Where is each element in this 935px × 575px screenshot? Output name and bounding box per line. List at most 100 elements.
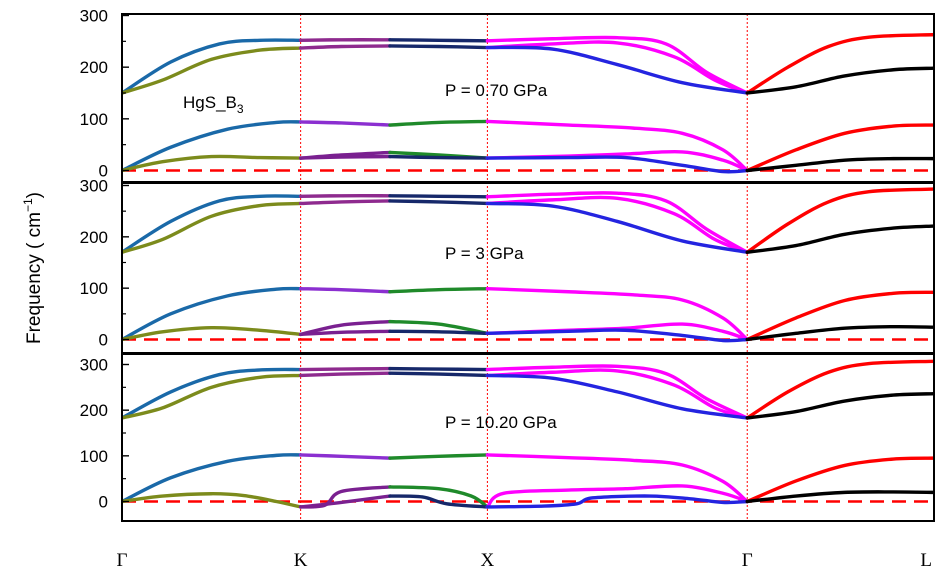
- pressure-label: P = 0.70 GPa: [445, 81, 548, 100]
- branches: [122, 32, 934, 174]
- y-tick-label: 200: [80, 228, 108, 247]
- branch-line: [298, 154, 392, 160]
- panel-2: 0 100 200 300: [80, 177, 934, 353]
- branch-line: [388, 154, 490, 160]
- branch-line: [745, 224, 934, 254]
- y-tick-label: 100: [80, 110, 108, 129]
- kpoint-label: Γ: [742, 550, 753, 571]
- branch-line: [388, 371, 490, 378]
- branch-line: [745, 392, 934, 420]
- y-axis-label: Frequency ( cm−1): [21, 192, 45, 344]
- branch-line: [388, 194, 490, 199]
- y-tick-label: 0: [99, 493, 108, 512]
- branch-line: [298, 286, 392, 294]
- branch-line: [485, 286, 749, 342]
- y-tick-label: 200: [80, 58, 108, 77]
- branch-line: [745, 324, 934, 342]
- pressure-label: P = 3 GPa: [445, 244, 524, 263]
- branch-line: [298, 44, 392, 50]
- y-tick-label: 100: [80, 279, 108, 298]
- branch-line: [485, 35, 749, 95]
- branch-line: [485, 328, 749, 343]
- branch-line: [122, 46, 303, 95]
- branch-line: [122, 154, 303, 173]
- branch-line: [122, 373, 303, 420]
- branch-line: [485, 494, 749, 509]
- branch-line: [388, 453, 490, 460]
- branch-line: [485, 201, 749, 254]
- branch-line: [298, 453, 392, 460]
- branch-line: [122, 325, 303, 342]
- pressure-label: P = 10.20 GPa: [445, 413, 557, 432]
- branch-line: [298, 319, 392, 337]
- branch-line: [745, 123, 934, 173]
- y-tick-label: 100: [80, 447, 108, 466]
- branch-line: [388, 199, 490, 206]
- branch-line: [388, 366, 490, 372]
- branch-line: [745, 456, 934, 504]
- branch-line: [485, 484, 749, 509]
- branch-line: [298, 194, 392, 198]
- branch-line: [122, 120, 303, 173]
- branch-line: [485, 45, 749, 95]
- branch-line: [298, 494, 392, 509]
- branches: [122, 187, 934, 343]
- branch-line: [745, 290, 934, 342]
- branch-line: [485, 453, 749, 504]
- branch-line: [485, 155, 749, 174]
- branch-line: [485, 373, 749, 420]
- branch-line: [388, 44, 490, 50]
- branch-line: [298, 329, 392, 337]
- branch-line: [298, 371, 392, 378]
- branch-line: [122, 194, 303, 254]
- branch-line: [745, 32, 934, 95]
- branch-line: [485, 119, 749, 173]
- branch-line: [745, 359, 934, 420]
- kpoint-label: X: [481, 550, 495, 571]
- annotation-layer: P = 0.70 GPa P = 3 GPa P = 10.20 GPa HgS_B3…: [21, 81, 932, 571]
- kpoint-label: K: [294, 550, 308, 571]
- branch-line: [485, 368, 749, 420]
- branch-line: [485, 149, 749, 173]
- branch-line: [388, 286, 490, 294]
- y-tick-label: 200: [80, 401, 108, 420]
- panel-3: 0 100 200 300: [80, 353, 934, 521]
- branch-line: [485, 195, 749, 254]
- branch-line: [298, 366, 392, 372]
- branch-line: [388, 485, 490, 509]
- kpoint-label: L: [920, 550, 932, 571]
- branch-line: [388, 38, 490, 43]
- branch-line: [485, 40, 749, 95]
- kpoint-label: Γ: [117, 550, 128, 571]
- material-label: HgS_B3: [183, 93, 244, 116]
- y-tick-label: 0: [99, 331, 108, 350]
- branch-line: [745, 187, 934, 254]
- branch-line: [122, 367, 303, 420]
- branch-line: [388, 494, 490, 509]
- branch-line: [122, 201, 303, 254]
- branch-line: [745, 66, 934, 95]
- branch-line: [388, 119, 490, 127]
- branch-line: [388, 329, 490, 336]
- branch-line: [745, 156, 934, 173]
- y-tick-label: 300: [80, 177, 108, 196]
- branch-line: [298, 120, 392, 127]
- branch-line: [485, 364, 749, 420]
- branch-line: [122, 38, 303, 95]
- branch-line: [745, 490, 934, 504]
- plot-frame: [121, 13, 935, 522]
- branch-line: [485, 191, 749, 254]
- y-tick-label: 300: [80, 7, 108, 26]
- y-tick-label: 300: [80, 356, 108, 375]
- panel-1: 0 100 200 300: [80, 7, 934, 182]
- branch-line: [388, 319, 490, 336]
- branch-line: [298, 199, 392, 206]
- branch-line: [122, 286, 303, 342]
- branch-line: [298, 38, 392, 42]
- branches: [122, 359, 934, 509]
- branch-line: [122, 492, 303, 509]
- branch-line: [122, 453, 303, 504]
- y-tick-label: 0: [99, 162, 108, 181]
